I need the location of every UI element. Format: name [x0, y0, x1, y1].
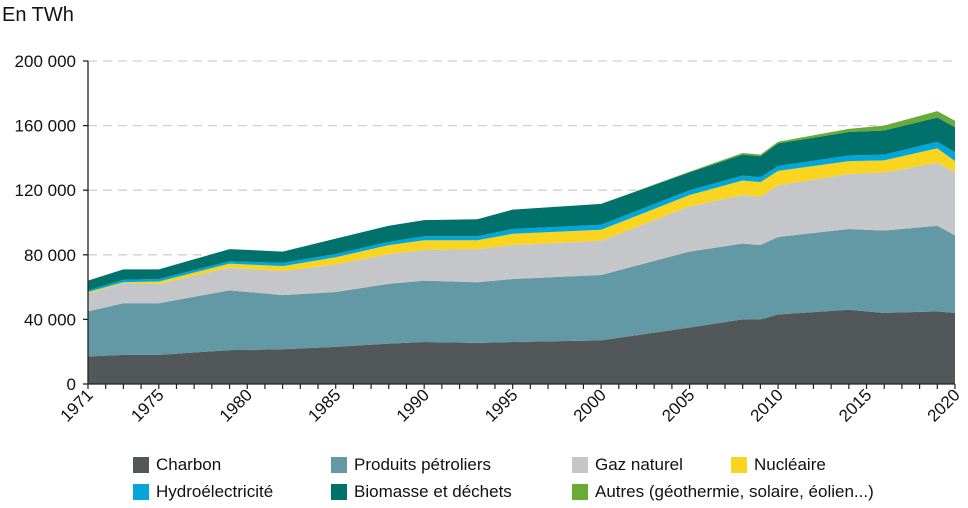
- y-axis-unit-label: En TWh: [2, 4, 74, 26]
- y-tick-label: 200 000: [15, 52, 76, 71]
- legend-item: Produits pétroliers: [331, 455, 491, 475]
- area-2: [88, 162, 955, 312]
- x-tick-label: 1971: [57, 385, 97, 425]
- y-tick-label: 80 000: [24, 246, 76, 265]
- legend-label: Nucléaire: [754, 455, 826, 474]
- legend-item: Hydroélectricité: [133, 482, 273, 502]
- legend-label: Autres (géothermie, solaire, éolien...): [595, 482, 874, 501]
- x-tick-label: 2010: [747, 385, 787, 425]
- x-tick-label: 1980: [216, 385, 256, 425]
- legend-label: Gaz naturel: [595, 455, 683, 474]
- area-4: [88, 141, 955, 292]
- legend-swatch: [133, 484, 149, 500]
- area-6: [88, 111, 955, 281]
- legend-swatch: [331, 457, 347, 473]
- x-tick-label: 1990: [393, 385, 433, 425]
- x-tick-label: 1995: [481, 385, 521, 425]
- y-tick-label: 0: [67, 375, 76, 394]
- area-5: [88, 117, 955, 291]
- legend-item: Autres (géothermie, solaire, éolien...): [572, 482, 874, 502]
- area-3: [88, 148, 955, 294]
- legend-label: Produits pétroliers: [354, 455, 492, 474]
- legend-label: Charbon: [156, 455, 222, 474]
- x-tick-label: 1985: [304, 385, 344, 425]
- legend-label: Biomasse et déchets: [354, 482, 512, 501]
- x-tick-label: 2005: [658, 385, 698, 425]
- area-0: [88, 309, 955, 384]
- y-tick-label: 160 000: [15, 117, 76, 136]
- y-tick-label: 40 000: [24, 310, 76, 329]
- x-tick-label: 2020: [924, 385, 964, 425]
- legend-item: Nucléaire: [731, 455, 826, 475]
- legend-swatch: [731, 457, 747, 473]
- area-1: [88, 225, 955, 357]
- legend-item: Charbon: [133, 455, 221, 475]
- x-tick-label: 2015: [835, 385, 875, 425]
- y-tick-label: 120 000: [15, 181, 76, 200]
- legend-swatch: [331, 484, 347, 500]
- x-tick-label: 1975: [127, 385, 167, 425]
- legend-item: Gaz naturel: [572, 455, 683, 475]
- legend-label: Hydroélectricité: [156, 482, 274, 501]
- legend-swatch: [572, 457, 588, 473]
- x-tick-label: 2000: [570, 385, 610, 425]
- legend-swatch: [572, 484, 588, 500]
- legend-item: Biomasse et déchets: [331, 482, 512, 502]
- legend-swatch: [133, 457, 149, 473]
